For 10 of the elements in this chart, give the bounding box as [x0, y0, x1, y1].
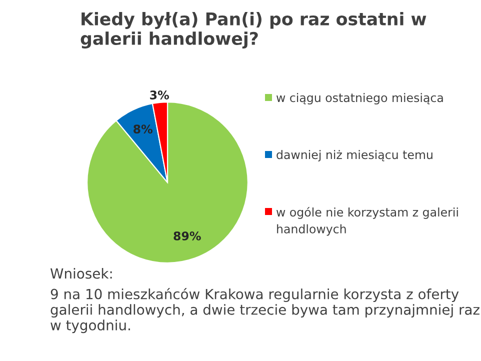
legend-label: w ciągu ostatniego miesiąca: [276, 93, 443, 104]
legend-label: w ogóle nie korzystam z galerii handlowych: [276, 207, 458, 236]
data-label: 89%: [174, 231, 201, 240]
data-label: 3%: [150, 90, 169, 100]
chart-title: Kiedy był(a) Pan(i) po raz ostatni w galerii handlowej?: [80, 12, 426, 49]
legend-label: dawniej niż miesiącu temu: [276, 150, 432, 162]
data-label: 8%: [134, 124, 152, 134]
text: Wniosek:: [50, 268, 112, 279]
pie-slice: [86, 102, 248, 264]
text: 9 na 10 mieszkańców Krakowa regularnie korzysta z oferty galerii handlowych, a dwie trzecie bywa tam przynajmniej raz w tygodniu.: [50, 288, 480, 334]
